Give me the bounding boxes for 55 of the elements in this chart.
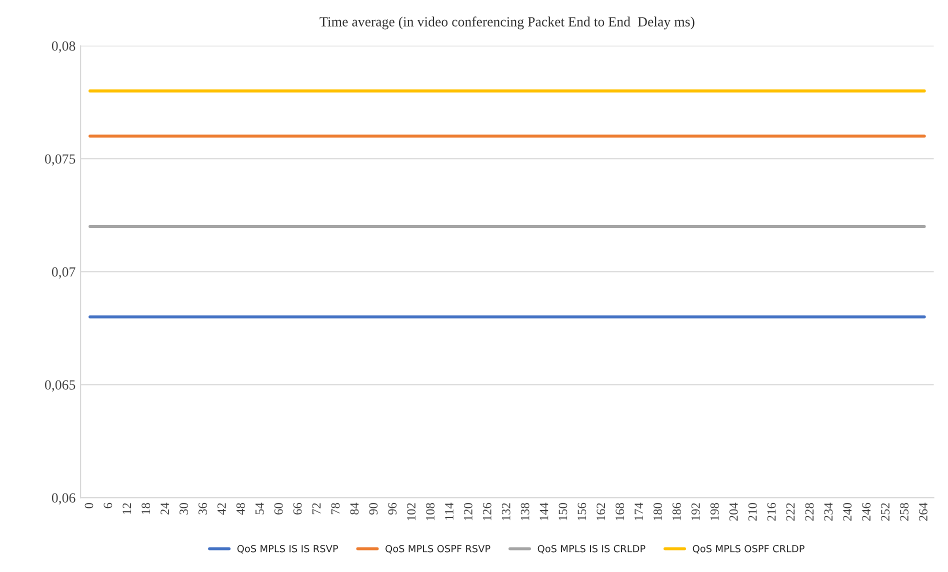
x-tick-label: 192 (692, 503, 700, 520)
x-tick-label: 162 (596, 503, 606, 520)
x-tick-label: 42 (218, 503, 226, 515)
legend-label: QoS MPLS OSPF CRLDP (692, 544, 804, 554)
x-tick-label: 240 (843, 502, 852, 521)
x-tick-label: 222 (786, 503, 795, 521)
x-tick-label: 48 (236, 502, 245, 515)
x-tick-label: 90 (369, 502, 378, 515)
x-tick-label: 156 (578, 502, 586, 520)
x-tick-label: 168 (616, 502, 624, 520)
x-tick-label: 120 (464, 502, 472, 520)
x-tick-label: 72 (312, 503, 321, 514)
x-tick-label: 204 (729, 502, 738, 521)
x-tick-label: 216 (767, 502, 776, 521)
x-tick-label: 138 (520, 502, 530, 520)
x-tick-label: 102 (407, 503, 416, 520)
y-tick-label: 0,06 (52, 493, 76, 505)
x-tick-label: 174 (634, 502, 643, 520)
chart-title: Time average (in video conferencing Packet End to End Delay ms) (320, 16, 694, 30)
x-tick-label: 150 (558, 502, 568, 520)
y-tick-label: 0,065 (45, 380, 76, 392)
x-tick-label: 0 (84, 502, 94, 508)
x-tick-label: 264 (919, 502, 928, 521)
legend-label: QoS MPLS IS IS RSVP (237, 544, 338, 554)
y-tick-label: 0,08 (52, 41, 76, 53)
x-tick-label: 36 (198, 502, 207, 514)
x-tick-label: 252 (881, 503, 890, 521)
x-tick-label: 108 (426, 502, 434, 520)
x-tick-label: 114 (445, 502, 454, 520)
x-tick-label: 210 (748, 502, 757, 521)
x-tick-label: 60 (274, 502, 283, 514)
x-tick-label: 66 (293, 502, 302, 514)
x-tick-label: 78 (331, 502, 340, 514)
x-tick-label: 180 (654, 502, 662, 520)
x-tick-label: 12 (122, 503, 131, 514)
x-tick-label: 144 (540, 502, 548, 520)
x-tick-label: 30 (180, 502, 188, 514)
x-tick-label: 6 (104, 502, 112, 508)
x-tick-label: 126 (482, 502, 492, 520)
x-tick-label: 96 (388, 502, 397, 515)
legend-label: QoS MPLS IS IS CRLDP (538, 544, 646, 554)
x-tick-label: 132 (502, 503, 510, 520)
x-tick-label: 258 (900, 502, 908, 521)
x-tick-label: 246 (862, 502, 871, 521)
x-tick-label: 24 (160, 502, 169, 514)
y-tick-label: 0,075 (45, 154, 76, 166)
x-tick-label: 84 (350, 502, 359, 515)
x-tick-label: 234 (824, 502, 833, 521)
legend-label: QoS MPLS OSPF RSVP (386, 544, 490, 554)
x-tick-label: 54 (255, 502, 264, 514)
x-tick-label: 18 (142, 502, 150, 514)
x-tick-label: 228 (805, 502, 814, 521)
x-tick-label: 198 (710, 502, 719, 520)
y-tick-label: 0,07 (52, 267, 76, 279)
x-tick-label: 186 (672, 502, 681, 520)
